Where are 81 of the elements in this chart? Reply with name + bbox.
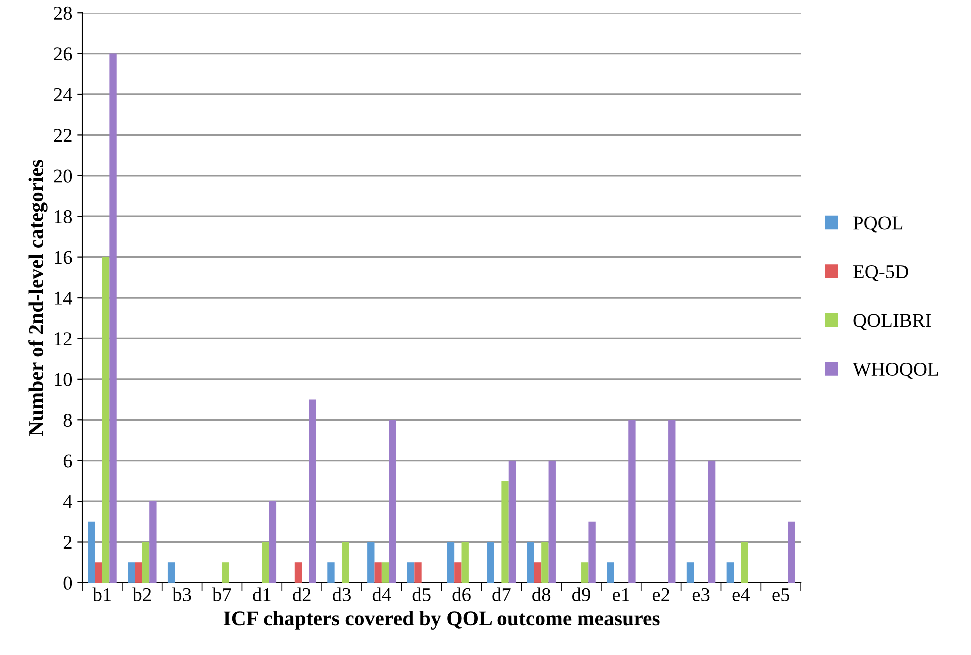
bar — [582, 562, 589, 583]
x-tick-label: b7 — [212, 588, 232, 602]
bar — [447, 542, 455, 583]
bar — [462, 542, 469, 583]
bar — [628, 420, 636, 583]
bar — [382, 562, 390, 583]
bar — [110, 54, 117, 583]
bar — [342, 542, 350, 583]
y-tick-label: 8 — [64, 414, 72, 428]
x-tick-label: b3 — [172, 588, 192, 602]
bar — [588, 522, 596, 583]
bar — [407, 562, 415, 583]
y-tick-label: 18 — [55, 210, 72, 224]
y-axis-title: Number of 2nd-level categories — [28, 160, 48, 436]
bar — [542, 542, 549, 583]
bar — [142, 542, 150, 583]
legend-label: WHOQOL — [853, 362, 938, 379]
y-tick-label: 6 — [64, 454, 72, 468]
bar — [686, 562, 694, 583]
bar — [527, 542, 534, 583]
x-tick-label: e1 — [613, 588, 630, 602]
bar — [607, 562, 614, 583]
x-tick-label: d2 — [293, 588, 311, 602]
bar — [262, 542, 270, 583]
x-tick-label: b1 — [92, 588, 112, 602]
x-tick-label: e2 — [652, 588, 670, 602]
bar — [222, 562, 230, 583]
x-tick-label: e4 — [732, 588, 750, 602]
bar — [788, 522, 796, 583]
bar — [726, 562, 734, 583]
bar — [502, 481, 509, 583]
y-tick-label: 2 — [64, 536, 72, 549]
x-tick-label: d1 — [253, 588, 271, 602]
y-tick-label: 14 — [55, 292, 73, 305]
x-tick-label: d6 — [452, 588, 471, 602]
x-tick-label: d3 — [332, 588, 351, 602]
y-tick-label: 10 — [55, 373, 72, 386]
bar — [548, 460, 556, 583]
legend-label: EQ-5D — [854, 265, 908, 282]
x-axis-title: ICF chapters covered by QOL outcome measures — [224, 611, 660, 630]
bar — [168, 562, 176, 583]
bar — [294, 562, 302, 583]
bar — [368, 542, 375, 583]
y-tick-label: 4 — [63, 495, 73, 508]
bar — [328, 562, 335, 583]
x-tick-label: b2 — [132, 588, 152, 602]
x-tick-label: d7 — [492, 588, 511, 602]
x-tick-label: d8 — [532, 588, 551, 602]
bar — [128, 562, 136, 583]
bar — [487, 542, 494, 583]
y-tick-label: 12 — [55, 332, 72, 346]
x-tick-label: d9 — [572, 588, 590, 602]
legend-label: QOLIBRI — [854, 314, 932, 330]
bar — [88, 522, 96, 583]
y-tick-label: 20 — [54, 170, 72, 183]
bar — [741, 542, 748, 583]
y-tick-label: 24 — [54, 88, 73, 102]
bar — [668, 420, 676, 583]
y-tick-label: 22 — [54, 129, 72, 142]
bar — [95, 562, 102, 583]
bar — [508, 460, 516, 583]
y-tick-label: 0 — [64, 576, 72, 590]
x-tick-label: d4 — [372, 588, 392, 602]
bar — [374, 562, 382, 583]
bar — [150, 502, 157, 583]
bar — [269, 502, 277, 583]
y-tick-label: 16 — [55, 251, 72, 264]
bar — [389, 420, 396, 583]
x-tick-label: e3 — [692, 588, 710, 602]
legend-label: PQOL — [854, 216, 903, 233]
bar — [534, 562, 542, 583]
bar — [454, 562, 462, 583]
bar — [102, 257, 110, 583]
x-tick-label: e5 — [772, 588, 790, 602]
bar — [708, 460, 716, 583]
y-tick-label: 28 — [54, 6, 72, 20]
bar — [135, 562, 142, 583]
bar — [309, 400, 316, 583]
x-tick-label: d5 — [412, 588, 431, 602]
bar — [414, 562, 422, 583]
y-tick-label: 26 — [54, 48, 72, 61]
